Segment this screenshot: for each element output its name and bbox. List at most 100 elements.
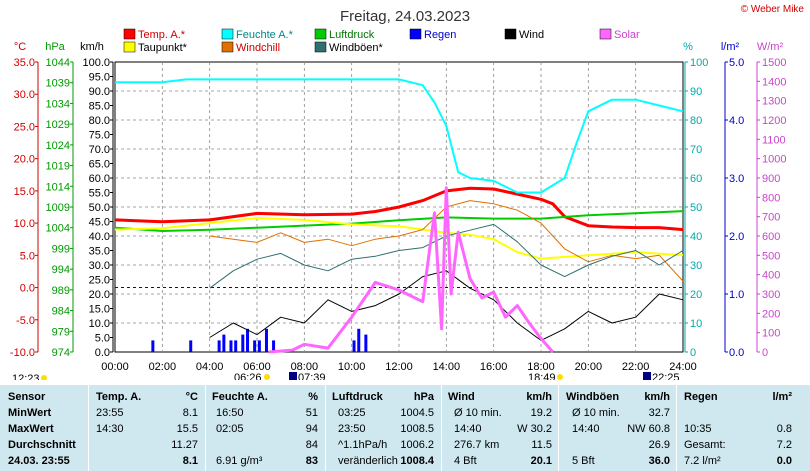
axis-pct-tick-label: 30 [690, 260, 702, 272]
table-cell-wind-value: 20.1 [530, 455, 552, 467]
table-cell-rain-value: 7.2 [776, 439, 792, 451]
legend-label: Temp. A.* [138, 29, 186, 41]
axis-hpa-tick-label: 1024 [46, 140, 70, 152]
legend-label: Feuchte A.* [236, 29, 294, 41]
axis-rain-tick-label: 0.0 [729, 347, 744, 359]
axis-hpa-tick-label: 1014 [46, 181, 70, 193]
legend-label: Wind [519, 29, 544, 41]
weather-chart: Freitag, 24.03.2023 Temp. A.* Feuchte A.* L… [10, 4, 804, 380]
table-row-label: 24.03. 23:55 [8, 455, 70, 467]
table-cell-humidity-time: 02:05 [216, 423, 244, 435]
axis-pct-tick-label: 100 [690, 57, 708, 69]
table-row-label: Durchschnitt [8, 439, 76, 451]
table-cell-rain-value: 0.0 [776, 455, 792, 467]
axis-rain-tick-label: 2.0 [729, 231, 744, 243]
legend-label: Windchill [236, 42, 280, 54]
table-cell-temp-time: 23:55 [96, 407, 124, 419]
axis-kmh-tick-label: 85.0 [89, 101, 110, 113]
sunset-time-a: 18:49 [528, 372, 556, 380]
axis-solar-tick-label: 0 [762, 347, 768, 359]
axis-pct-tick-label: 90 [690, 86, 702, 98]
axis-kmh-tick-label: 35.0 [89, 246, 110, 258]
sunrise-icon [264, 374, 270, 380]
sun-marker-time-left: 12:23 [12, 373, 40, 380]
table-row-label: MinWert [8, 407, 52, 419]
table-separator [325, 385, 326, 471]
axis-temp-tick-label: -10.0 [10, 347, 35, 359]
statistics-table: Sensor Temp. A. °C Feuchte A.% Luftdruck hPa W… [0, 385, 810, 471]
rain-bar [217, 340, 221, 352]
table-cell-wind-time: 276.7 km [454, 439, 500, 451]
rain-bar [272, 340, 276, 352]
table-cell-gusts-time: Ø 10 min. [572, 407, 620, 419]
copyright-label: © Weber Mike [740, 4, 804, 15]
axis-hpa-tick-label: 1019 [46, 161, 70, 173]
rain-bar [246, 328, 250, 352]
x-tick-label: 04:00 [196, 361, 224, 373]
axis-unit-pct: % [683, 41, 693, 53]
axis-rain-tick-label: 1.0 [729, 289, 744, 301]
sunset-time-b: 22:25 [652, 372, 680, 380]
axis-rain-tick-label: 5.0 [729, 57, 744, 69]
table-row-label: MaxWert [8, 423, 54, 435]
table-header-rain-unit: l/m² [772, 391, 792, 403]
axis-kmh-tick-label: 55.0 [89, 188, 110, 200]
x-tick-label: 22:00 [622, 361, 650, 373]
axis-solar-tick-label: 500 [762, 250, 780, 262]
table-header-humidity: Feuchte A. [212, 391, 268, 403]
table-cell-pressure-time: ^1.1hPa/h [338, 439, 388, 451]
axis-temp-tick-label: 10.0 [14, 218, 35, 230]
axis-unit-kmh: km/h [80, 41, 104, 53]
axis-solar-tick-label: 1100 [762, 134, 786, 146]
table-header-pressure: Luftdruck [332, 391, 383, 403]
table-separator [441, 385, 442, 471]
axis-kmh-tick-label: 65.0 [89, 159, 110, 171]
axis-solar-tick-label: 1300 [762, 96, 786, 108]
axis-kmh-tick-label: 20.0 [89, 289, 110, 301]
axis-solar-tick-label: 600 [762, 231, 780, 243]
chart-canvas: Freitag, 24.03.2023 Temp. A.* Feuchte A.* L… [10, 8, 786, 380]
rain-bar [257, 340, 261, 352]
axis-temp-tick-label: 25.0 [14, 121, 35, 133]
table-cell-rain-value: 0.8 [776, 423, 792, 435]
table-cell-wind-value: W 30.2 [517, 423, 552, 435]
axis-solar-tick-label: 1200 [762, 115, 786, 127]
legend-label: Windböen* [329, 42, 384, 54]
table-header-wind-unit: km/h [526, 391, 552, 403]
axis-unit-temp: °C [14, 41, 26, 53]
table-cell-humidity-time: 16:50 [216, 407, 244, 419]
axis-hpa-tick-label: 999 [52, 243, 70, 255]
legend-swatch [123, 28, 136, 40]
axis-hpa-tick-label: 984 [52, 306, 70, 318]
table-cell-humidity-value: 83 [305, 455, 318, 467]
legend-swatch [314, 41, 327, 53]
table-header-temp-unit: °C [185, 391, 198, 403]
table-separator [88, 385, 89, 471]
table-cell-wind-value: 19.2 [530, 407, 552, 419]
table-separator [558, 385, 559, 471]
moon-icon-b [643, 372, 651, 380]
axis-kmh-tick-label: 100.0 [82, 57, 110, 69]
table-cell-temp-value: 15.5 [176, 423, 198, 435]
axis-kmh-tick-label: 15.0 [89, 304, 110, 316]
series-line-feuchte-a- [115, 78, 684, 194]
table-header-pressure-unit: hPa [413, 391, 434, 403]
table-cell-humidity-value: 51 [305, 407, 318, 419]
table-cell-gusts-time: 14:40 [572, 423, 600, 435]
axis-kmh-tick-label: 70.0 [89, 144, 110, 156]
legend-swatch [123, 41, 136, 53]
legend-swatch [221, 28, 234, 40]
axis-kmh-tick-label: 45.0 [89, 217, 110, 229]
x-tick-label: 12:00 [385, 361, 413, 373]
table-cell-rain-time: 10:35 [684, 423, 712, 435]
table-cell-humidity-value: 94 [305, 423, 318, 435]
axis-solar-tick-label: 700 [762, 212, 780, 224]
axis-solar-tick-label: 200 [762, 308, 780, 320]
table-cell-pressure-time: 03:25 [338, 407, 366, 419]
sun-icon [41, 375, 47, 380]
x-tick-label: 14:00 [433, 361, 461, 373]
table-cell-temp-value: 8.1 [182, 455, 198, 467]
table-header-rain: Regen [684, 391, 718, 403]
axis-kmh-tick-label: 5.0 [95, 333, 110, 345]
x-tick-label: 20:00 [575, 361, 603, 373]
